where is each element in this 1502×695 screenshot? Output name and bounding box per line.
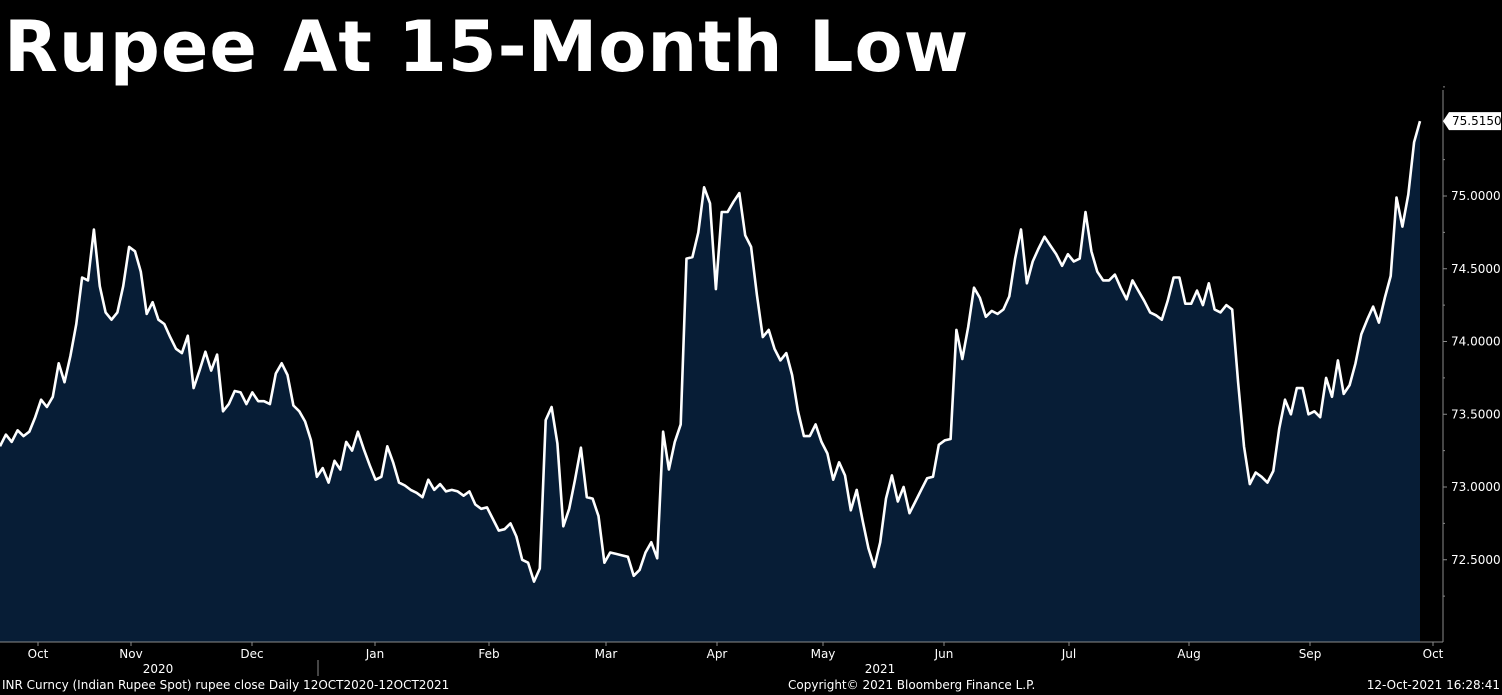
x-tick-label: Apr (707, 647, 728, 661)
x-tick-label: Jun (934, 647, 954, 661)
year-label-2021: 2021 (865, 662, 896, 676)
y-tick-label: 75.0000 (1451, 189, 1501, 203)
y-tick-label: 72.5000 (1451, 553, 1501, 567)
x-axis: Oct Nov Dec Jan Feb Mar Apr May Jun Jul Aug Sep Oct 2… (0, 641, 1444, 676)
series-line (0, 120, 1422, 583)
x-tick-label: Feb (478, 647, 499, 661)
area-fill (0, 121, 1420, 643)
year-label-2020: 2020 (143, 662, 174, 676)
x-tick-label: Oct (28, 647, 49, 661)
x-tick-label: Jul (1061, 647, 1076, 661)
y-tick-label: 73.0000 (1451, 480, 1501, 494)
x-tick-label: May (811, 647, 836, 661)
footer-source: INR Curncy (Indian Rupee Spot) rupee clo… (2, 678, 450, 692)
footer-timestamp: 12-Oct-2021 16:28:41 (1366, 678, 1500, 692)
x-tick-label: Dec (240, 647, 263, 661)
x-tick-label: Mar (595, 647, 618, 661)
last-value-tag (1443, 112, 1501, 131)
y-tick-label: 74.5000 (1451, 262, 1501, 276)
x-tick-label: Aug (1177, 647, 1200, 661)
plot-area (0, 120, 1422, 643)
y-tick-label: 73.5000 (1451, 407, 1501, 421)
x-tick-label: Jan (365, 647, 385, 661)
chart-title: Rupee At 15-Month Low (4, 6, 970, 88)
x-tick-label: Nov (119, 647, 142, 661)
x-tick-label: Sep (1299, 647, 1322, 661)
last-value-label: 75.5150 (1452, 114, 1502, 128)
x-tick-label: Oct (1423, 647, 1444, 661)
y-tick-label: 74.0000 (1451, 335, 1501, 349)
footer-copyright: Copyright© 2021 Bloomberg Finance L.P. (788, 678, 1036, 692)
y-axis: 72.5000 73.0000 73.5000 74.0000 74.5000 75.00… (1442, 86, 1502, 642)
